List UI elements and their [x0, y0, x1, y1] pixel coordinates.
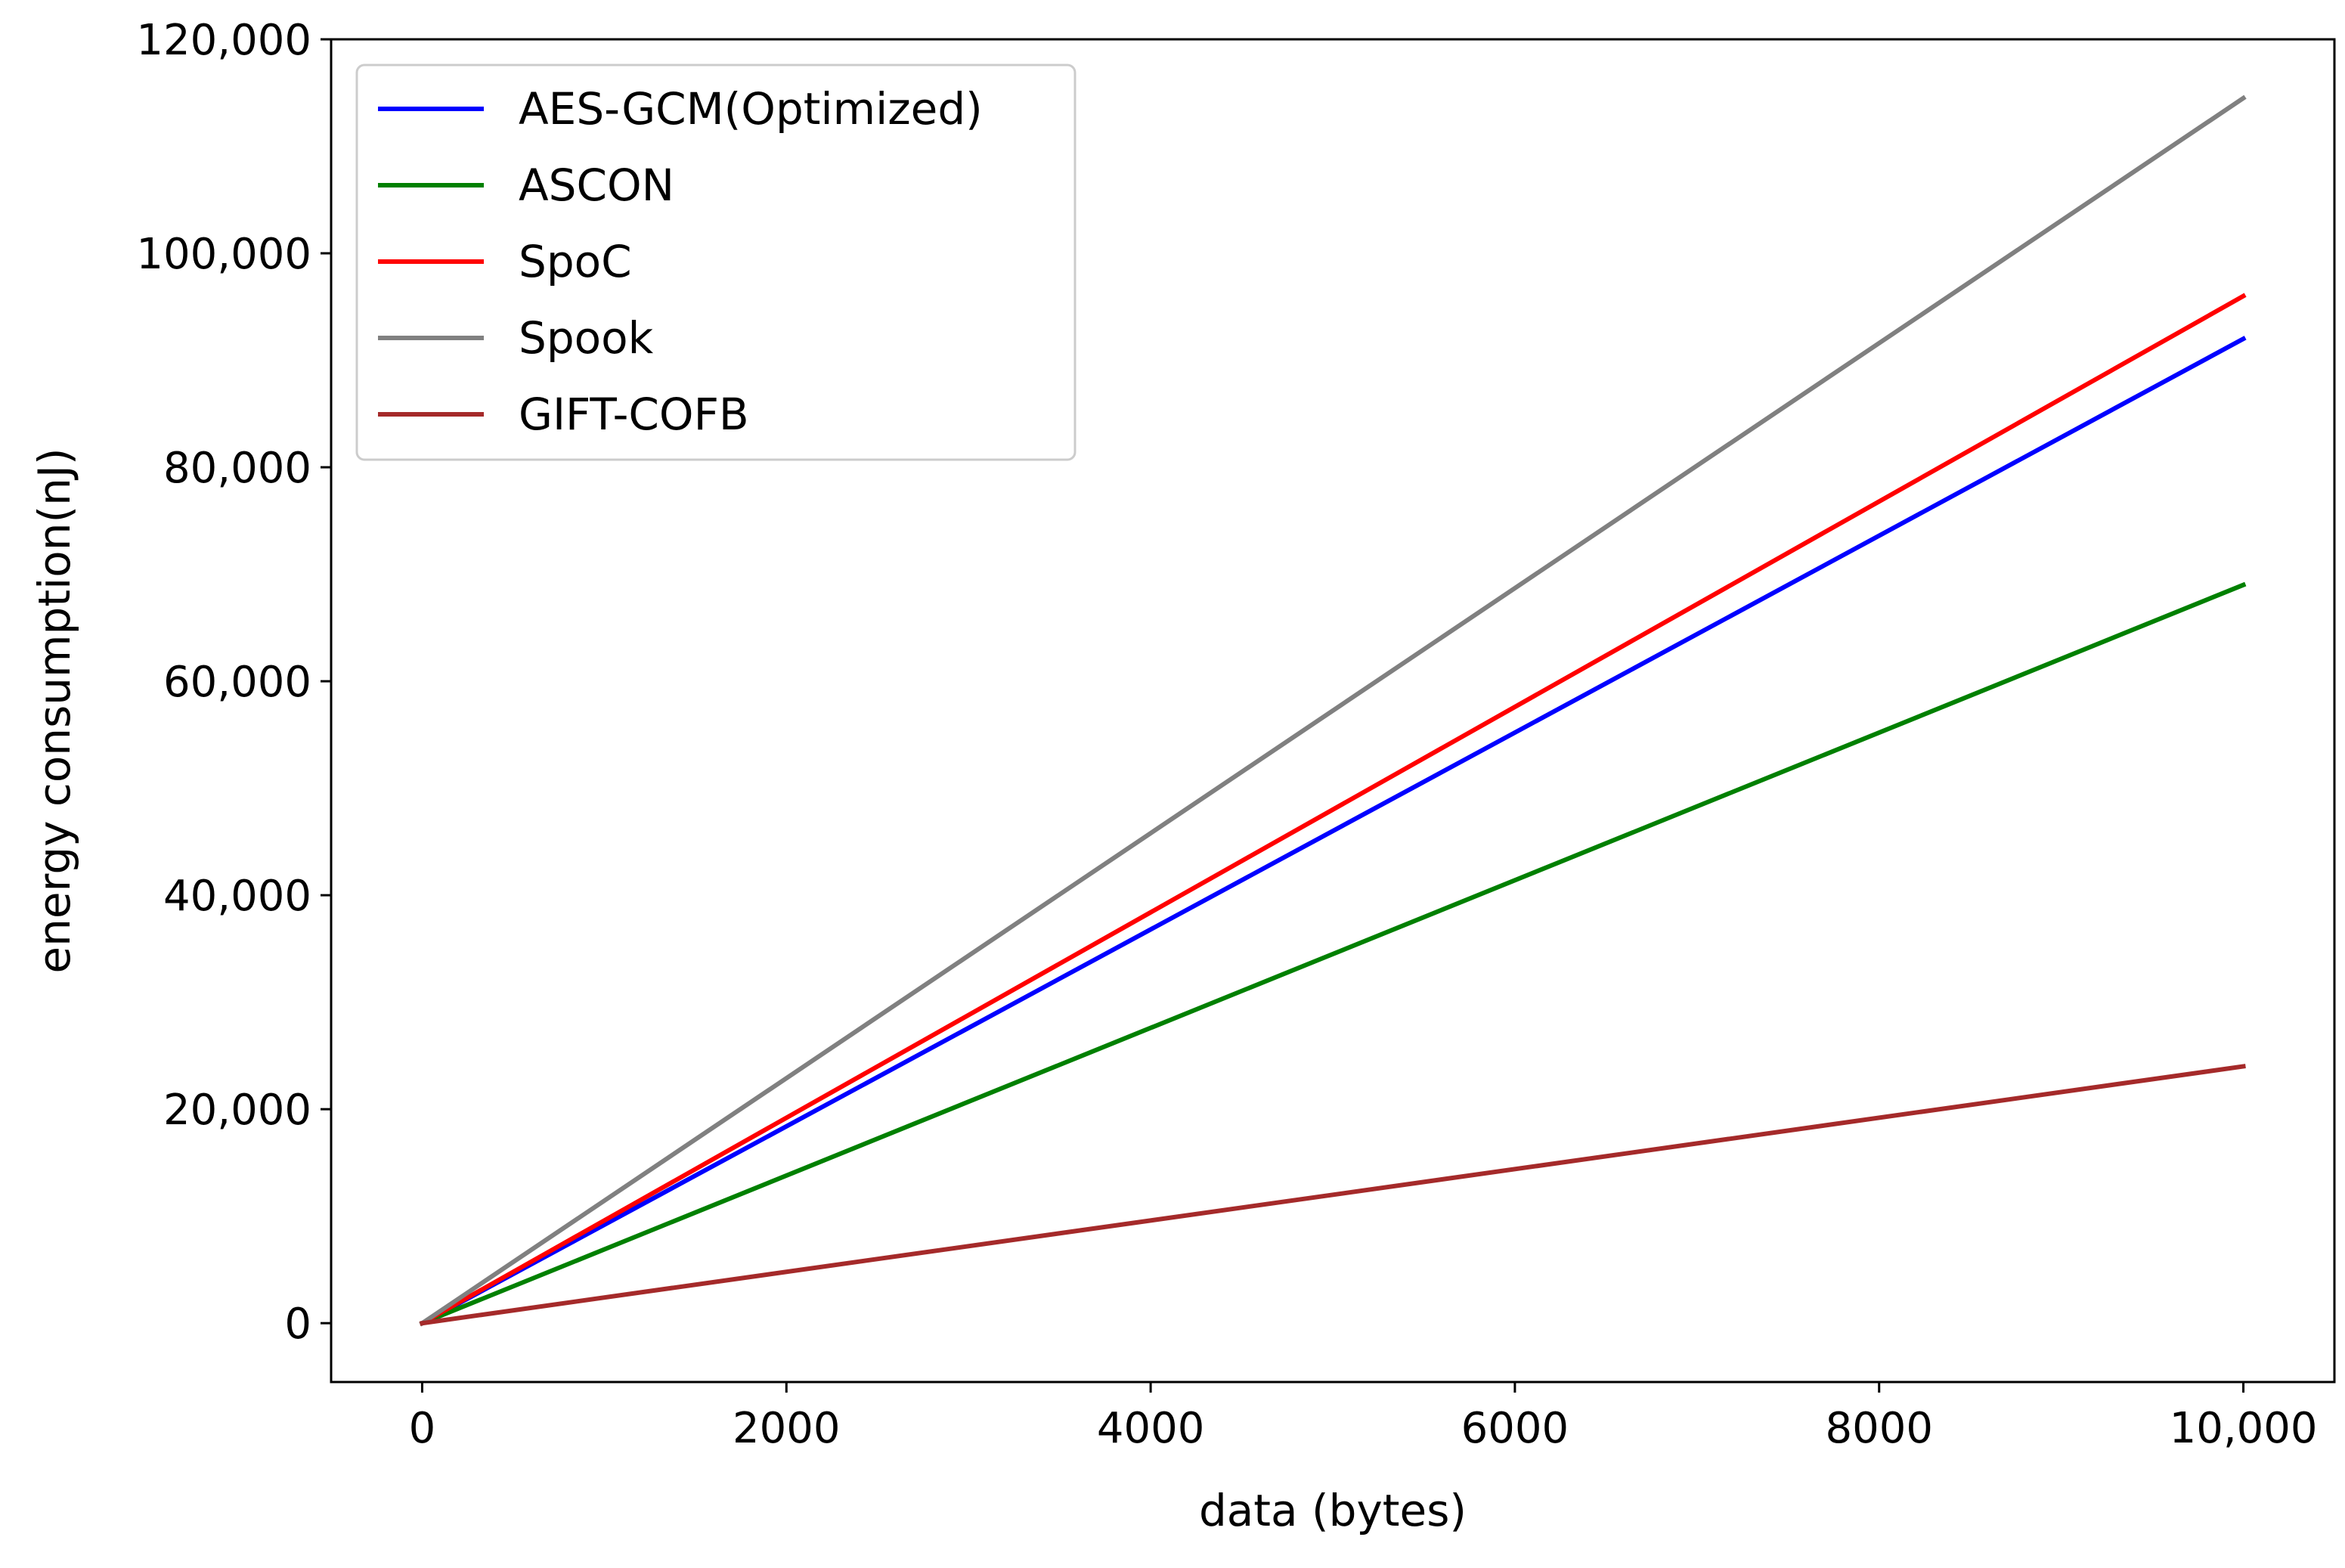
series-line-spook — [419, 95, 2247, 1327]
y-tick-label: 0 — [284, 1300, 311, 1349]
legend-label: Spook — [519, 312, 654, 364]
legend: AES-GCM(Optimized) ASCON SpoC Spook GIFT-COF… — [355, 64, 1076, 461]
legend-box — [355, 64, 1076, 461]
x-axis-label: data (bytes) — [1199, 1485, 1467, 1536]
y-tick-label: 80,000 — [163, 444, 311, 493]
x-tick-label: 0 — [409, 1404, 436, 1453]
y-tick-label: 20,000 — [163, 1086, 311, 1135]
series-line-ascon — [419, 581, 2247, 1327]
y-tick-label: 120,000 — [136, 16, 311, 65]
legend-label: ASCON — [519, 160, 674, 211]
y-tick-label: 60,000 — [163, 658, 311, 707]
y-tick-label: 100,000 — [136, 230, 311, 279]
series-line-aes-gcm-optimized — [419, 336, 2247, 1327]
legend-label: SpoC — [519, 236, 632, 287]
x-tick-label: 6000 — [1461, 1404, 1569, 1453]
series-line-gift-cofb — [420, 1064, 2246, 1326]
x-tick-label: 2000 — [733, 1404, 841, 1453]
axis-ticks: 0 2000 4000 6000 8000 10,000 0 20,000 40,000 60,0… — [136, 16, 2317, 1453]
x-tick-label: 8000 — [1825, 1404, 1933, 1453]
series-lines — [419, 95, 2247, 1327]
x-tick-label: 4000 — [1097, 1404, 1205, 1453]
x-tick-label: 10,000 — [2170, 1404, 2318, 1453]
legend-label: GIFT-COFB — [519, 389, 749, 440]
y-axis-label: energy consumption(nJ) — [29, 448, 80, 973]
plot-frame — [330, 38, 2336, 1384]
y-tick-label: 40,000 — [163, 872, 311, 921]
legend-label: AES-GCM(Optimized) — [519, 83, 983, 135]
series-line-spoc — [419, 293, 2247, 1327]
